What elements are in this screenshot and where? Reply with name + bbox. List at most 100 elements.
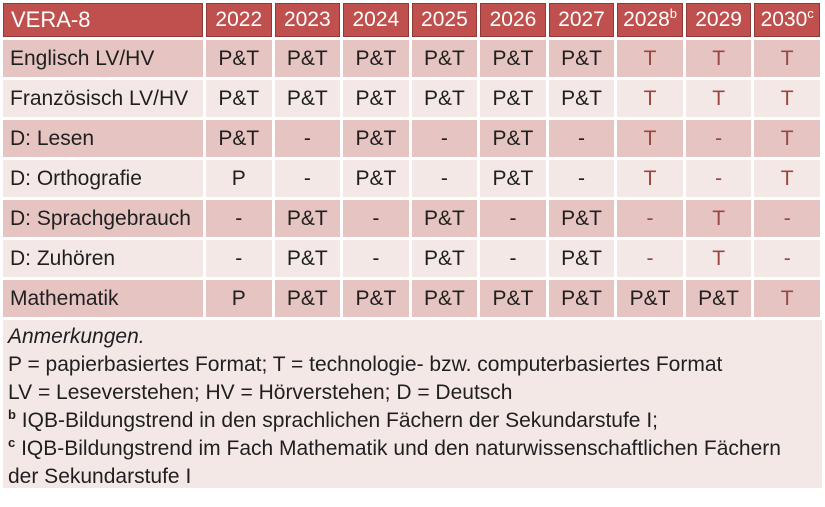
header-row: VERA-8 2022 2023 2024 2025 2026 2027 2028b 2029 2… [3, 3, 820, 37]
year-header-cell: 2025 [411, 3, 478, 37]
value-cell: P&T [411, 40, 478, 77]
value-cell: - [274, 160, 341, 197]
value-cell: P&T [685, 280, 752, 317]
year-label: 2030 [760, 8, 808, 31]
year-label: 2028 [623, 8, 670, 31]
value-cell: - [343, 200, 409, 237]
value-cell: P&T [480, 120, 546, 157]
vera8-schedule-table: VERA-8 2022 2023 2024 2025 2026 2027 2028b 2029 2… [3, 3, 820, 317]
subject-cell: D: Orthografie [3, 160, 203, 197]
year-header-cell: 2023 [274, 3, 341, 37]
value-cell: T [685, 40, 752, 77]
year-label: 2027 [558, 8, 605, 31]
table-title-cell: VERA-8 [3, 3, 203, 37]
value-cell: - [685, 160, 752, 197]
value-cell: P&T [548, 80, 615, 117]
value-cell: P&T [206, 80, 272, 117]
value-cell: - [480, 240, 546, 277]
note-line: P = papierbasiertes Format; T = technolo… [8, 351, 814, 379]
table-title: VERA-8 [11, 7, 91, 32]
subject-cell: Englisch LV/HV [3, 40, 203, 77]
table-row: D: Orthografie P - P&T - P&T - T - T [3, 160, 820, 197]
value-cell: - [617, 200, 683, 237]
table-row: Französisch LV/HV P&T P&T P&T P&T P&T P&T T T T [3, 80, 820, 117]
note-line: c IQB-Bildungstrend im Fach Mathematik u… [8, 435, 814, 491]
year-header-cell: 2024 [343, 3, 409, 37]
note-text: LV = Leseverstehen; HV = Hörverstehen; D… [8, 381, 513, 404]
value-cell: P&T [343, 120, 409, 157]
value-cell: - [754, 240, 820, 277]
value-cell: - [411, 160, 478, 197]
value-cell: - [754, 200, 820, 237]
value-cell: P&T [548, 200, 615, 237]
table-row: D: Sprachgebrauch - P&T - P&T - P&T - T - [3, 200, 820, 237]
value-cell: T [754, 80, 820, 117]
year-label: 2022 [215, 8, 263, 31]
footnote-marker: b [669, 6, 678, 21]
subject-cell: D: Zuhören [3, 240, 203, 277]
notes-block: Anmerkungen. P = papierbasiertes Format; … [3, 320, 822, 488]
year-label: 2024 [352, 8, 400, 31]
value-cell: - [343, 240, 409, 277]
value-cell: T [754, 120, 820, 157]
value-cell: P&T [480, 40, 546, 77]
value-cell: - [206, 200, 272, 237]
value-cell: P&T [343, 280, 409, 317]
table-body: Englisch LV/HV P&T P&T P&T P&T P&T P&T T T T Franz… [3, 40, 820, 317]
value-cell: T [754, 40, 820, 77]
value-cell: T [617, 40, 683, 77]
note-line: Anmerkungen. [8, 323, 814, 351]
table-head: VERA-8 2022 2023 2024 2025 2026 2027 2028b 2029 2… [3, 3, 820, 37]
value-cell: P&T [411, 200, 478, 237]
value-cell: P&T [480, 280, 546, 317]
subject-cell: Mathematik [3, 280, 203, 317]
value-cell: - [206, 240, 272, 277]
note-text: Anmerkungen. [8, 325, 145, 348]
year-label: 2029 [695, 8, 742, 31]
table-row: Mathematik P P&T P&T P&T P&T P&T P&T P&T T [3, 280, 820, 317]
note-text: IQB-Bildungstrend im Fach Mathematik und… [8, 437, 781, 488]
value-cell: - [617, 240, 683, 277]
year-header-cell: 2026 [480, 3, 546, 37]
table-row: D: Zuhören - P&T - P&T - P&T - T - [3, 240, 820, 277]
value-cell: P&T [274, 200, 341, 237]
value-cell: T [754, 160, 820, 197]
value-cell: - [548, 120, 615, 157]
note-line: LV = Leseverstehen; HV = Hörverstehen; D… [8, 379, 814, 407]
value-cell: P&T [617, 280, 683, 317]
year-header-cell: 2027 [548, 3, 615, 37]
note-text: P = papierbasiertes Format; T = technolo… [8, 353, 723, 376]
note-text: IQB-Bildungstrend in den sprachlichen Fä… [21, 409, 658, 432]
year-header-cell: 2029 [685, 3, 752, 37]
value-cell: P [206, 160, 272, 197]
value-cell: T [685, 240, 752, 277]
footnote-marker: c [807, 6, 814, 21]
value-cell: P&T [548, 240, 615, 277]
value-cell: - [411, 120, 478, 157]
value-cell: P&T [411, 80, 478, 117]
value-cell: P&T [343, 80, 409, 117]
year-header-cell: 2022 [206, 3, 272, 37]
value-cell: - [480, 200, 546, 237]
value-cell: P&T [480, 160, 546, 197]
value-cell: P&T [274, 280, 341, 317]
value-cell: P&T [206, 40, 272, 77]
value-cell: P&T [206, 120, 272, 157]
value-cell: - [548, 160, 615, 197]
value-cell: T [754, 280, 820, 317]
footnote-marker: b [8, 407, 16, 422]
table-row: Englisch LV/HV P&T P&T P&T P&T P&T P&T T T T [3, 40, 820, 77]
year-label: 2023 [283, 8, 331, 31]
value-cell: P&T [411, 240, 478, 277]
value-cell: P&T [548, 280, 615, 317]
value-cell: - [274, 120, 341, 157]
value-cell: T [617, 160, 683, 197]
subject-cell: Französisch LV/HV [3, 80, 203, 117]
subject-cell: D: Lesen [3, 120, 203, 157]
value-cell: T [685, 80, 752, 117]
value-cell: P&T [548, 40, 615, 77]
table-row: D: Lesen P&T - P&T - P&T - T - T [3, 120, 820, 157]
subject-cell: D: Sprachgebrauch [3, 200, 203, 237]
note-line: b IQB-Bildungstrend in den sprachlichen … [8, 407, 814, 435]
